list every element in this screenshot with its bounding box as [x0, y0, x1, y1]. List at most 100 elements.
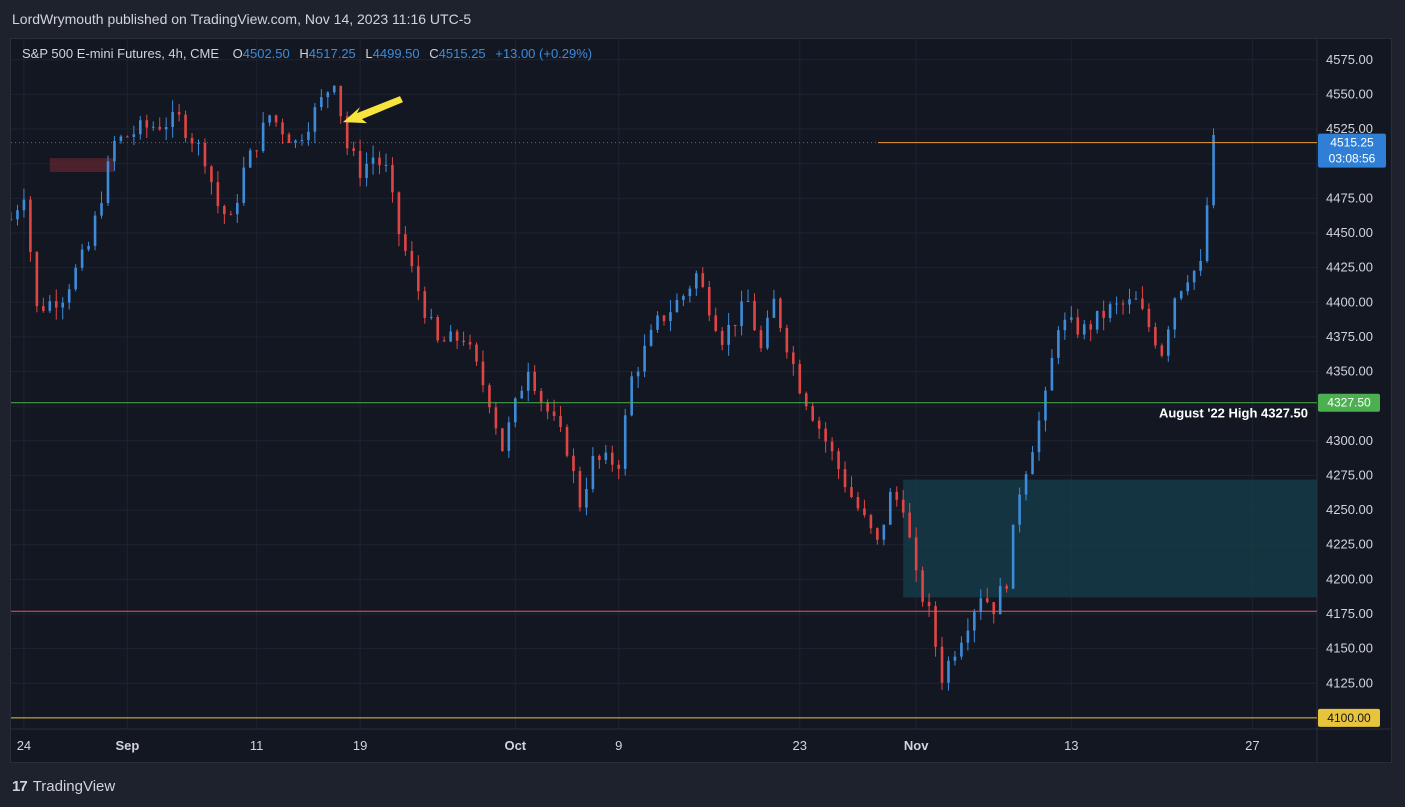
candle-body — [197, 142, 200, 144]
candle-body — [1024, 474, 1028, 495]
candle-body — [436, 316, 440, 341]
candle-body — [429, 316, 433, 318]
candle-body — [973, 611, 976, 631]
candle-body — [837, 451, 840, 470]
candle-body — [682, 296, 685, 301]
candle-body — [1134, 298, 1138, 300]
candle-body — [1179, 291, 1183, 299]
y-tick-label: 4475.00 — [1326, 190, 1373, 205]
candle-body — [1192, 270, 1196, 283]
candle-body — [869, 515, 873, 529]
candle-body — [345, 116, 349, 149]
candle-body — [856, 496, 860, 509]
candle-body — [365, 163, 368, 178]
candle-body — [1108, 304, 1112, 318]
candle-body — [42, 306, 45, 311]
x-tick-label: Sep — [115, 738, 139, 753]
candle-body — [294, 140, 297, 144]
level-4100-price-tag-bg — [1318, 708, 1380, 727]
candle-body — [74, 267, 77, 290]
candle-body — [759, 330, 763, 349]
candle-body — [1147, 308, 1151, 328]
candle-body — [701, 273, 705, 288]
y-tick-label: 4525.00 — [1326, 121, 1373, 136]
candle-body — [1063, 319, 1067, 331]
august-high-annotation: August '22 High 4327.50 — [1159, 406, 1308, 421]
candle-body — [888, 491, 892, 525]
x-tick-label: 11 — [250, 738, 264, 753]
candle-body — [113, 140, 116, 162]
top-bar: LordWrymouth published on TradingView.co… — [0, 0, 1405, 38]
y-tick-label: 4375.00 — [1326, 329, 1373, 344]
candle-body — [598, 455, 601, 460]
open-value: 4502.50 — [242, 46, 290, 61]
candle-body — [442, 340, 446, 342]
candle-body — [35, 252, 39, 307]
candle-body — [1102, 310, 1105, 318]
candle-body — [1160, 345, 1164, 356]
candle-body — [565, 426, 569, 456]
candle-body — [332, 85, 336, 93]
low-value: 4499.50 — [372, 46, 420, 61]
candle-body — [779, 298, 782, 328]
y-tick-label: 4400.00 — [1326, 294, 1373, 309]
candle-body — [501, 428, 504, 452]
candle-body — [695, 273, 698, 289]
candle-body — [1154, 327, 1157, 346]
candle-body — [468, 342, 472, 345]
candle-body — [882, 524, 886, 540]
candle-body — [927, 601, 931, 607]
candle-body — [733, 324, 737, 327]
candle-body — [817, 420, 821, 429]
candle-body — [274, 115, 278, 123]
candle-body — [449, 331, 452, 342]
footer-brand[interactable]: 17 TradingView — [12, 776, 115, 796]
candle-body — [371, 157, 375, 164]
current-price-tag: 4515.25 — [1330, 136, 1374, 150]
candle-body — [850, 487, 853, 497]
candle-body — [643, 345, 646, 372]
candle-body — [914, 537, 918, 571]
demand-zone — [903, 479, 1317, 598]
candle-body — [223, 206, 226, 215]
candle-body — [1082, 324, 1086, 335]
chart-frame[interactable] — [10, 38, 1392, 763]
change-value: +13.00 (+0.29%) — [495, 46, 593, 61]
candle-body — [106, 161, 110, 204]
candle-body — [533, 371, 536, 392]
candle-body — [80, 249, 84, 268]
y-tick-label: 4575.00 — [1326, 52, 1373, 67]
candle-body — [636, 371, 640, 377]
candle-body — [151, 126, 155, 128]
candle-body — [158, 126, 162, 130]
candle-body — [248, 150, 252, 168]
candle-body — [513, 398, 517, 423]
candle-body — [462, 340, 465, 343]
candle-body — [953, 656, 957, 661]
candle-body — [488, 385, 491, 408]
candle-body — [1186, 282, 1189, 292]
candle-body — [539, 391, 543, 403]
symbol-name: S&P 500 E-mini Futures, 4h, CME — [22, 46, 220, 61]
candle-body — [203, 142, 207, 167]
candle-body — [287, 134, 291, 144]
candle-body — [210, 166, 213, 183]
y-tick-label: 4550.00 — [1326, 86, 1373, 101]
candle-body — [404, 234, 407, 251]
candle-body — [1089, 324, 1093, 330]
y-tick-label: 4200.00 — [1326, 571, 1373, 586]
candle-body — [313, 107, 317, 132]
brand-name: TradingView — [32, 777, 116, 795]
candle-body — [921, 570, 924, 602]
candle-body — [11, 219, 13, 221]
candle-body — [307, 131, 310, 141]
candle-body — [100, 203, 103, 216]
supply-zone — [49, 158, 115, 173]
candle-body — [184, 114, 187, 138]
publish-info: LordWrymouth published on TradingView.co… — [12, 11, 472, 27]
candle-body — [1057, 330, 1060, 358]
candle-body — [255, 150, 258, 152]
candle-body — [1212, 134, 1215, 206]
candle-body — [792, 352, 795, 364]
